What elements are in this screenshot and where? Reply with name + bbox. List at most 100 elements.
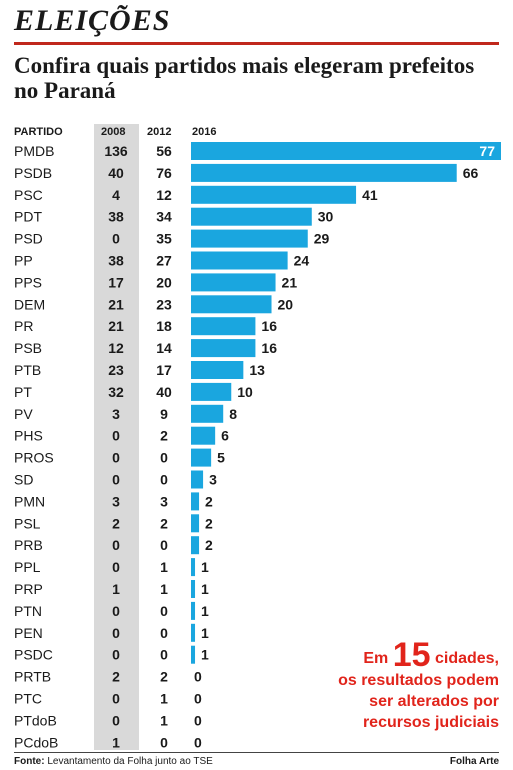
- data-label-2016-dem: 20: [278, 296, 294, 312]
- party-label-ptn: PTN: [14, 603, 42, 619]
- bar-2016-prb: [191, 536, 200, 555]
- value-2012-prp: 1: [160, 581, 168, 597]
- value-2008-pmdb: 136: [104, 143, 128, 159]
- party-label-dem: DEM: [14, 296, 45, 312]
- value-2008-pdt: 38: [108, 209, 124, 225]
- value-2012-psdc: 0: [160, 647, 168, 663]
- year-2012-header: 2012: [147, 126, 172, 138]
- data-label-2016-pp: 24: [294, 253, 310, 269]
- callout-suffix: cidades,: [434, 650, 499, 667]
- value-2008-psdb: 40: [108, 165, 124, 181]
- value-2012-ptc: 1: [160, 691, 168, 707]
- data-label-2016-pros: 5: [217, 450, 225, 466]
- data-label-2016-psc: 41: [362, 187, 378, 203]
- data-label-2016-prtb: 0: [194, 669, 202, 685]
- value-2008-psc: 4: [112, 187, 120, 203]
- value-2008-prtb: 2: [112, 669, 120, 685]
- section-kicker: ELEIÇÕES: [14, 4, 171, 37]
- bar-2016-psb: [191, 339, 256, 358]
- data-label-2016-pv: 8: [229, 406, 237, 422]
- bar-2016-dem: [191, 295, 272, 314]
- value-2012-sd: 0: [160, 472, 168, 488]
- value-2012-pcdob: 0: [160, 734, 168, 750]
- data-label-2016-phs: 6: [221, 428, 229, 444]
- value-2012-ptdob: 1: [160, 712, 168, 728]
- data-label-2016-sd: 3: [209, 472, 217, 488]
- party-label-pps: PPS: [14, 274, 42, 290]
- bar-2016-pp: [191, 251, 288, 270]
- party-label-psd: PSD: [14, 231, 43, 247]
- value-2012-dem: 23: [156, 296, 172, 312]
- bar-2016-sd: [191, 470, 204, 489]
- data-label-2016-pr: 16: [261, 318, 277, 334]
- bar-2016-ppl: [191, 558, 196, 577]
- value-2012-pr: 18: [156, 318, 172, 334]
- value-2012-pp: 27: [156, 253, 172, 269]
- data-label-2016-psdc: 1: [201, 647, 209, 663]
- party-label-pros: PROS: [14, 450, 54, 466]
- data-label-2016-pcdob: 0: [194, 734, 202, 750]
- header-rule: [14, 42, 499, 45]
- party-label-pt: PT: [14, 384, 32, 400]
- value-2012-prtb: 2: [160, 669, 168, 685]
- party-label-ptdob: PTdoB: [14, 712, 57, 728]
- callout-note: Em 15 cidades, os resultados podem ser a…: [249, 638, 499, 733]
- bar-2016-psd: [191, 229, 308, 248]
- value-2008-prb: 0: [112, 537, 120, 553]
- data-label-2016-pdt: 30: [318, 209, 334, 225]
- bar-2016-pt: [191, 382, 232, 401]
- value-2012-phs: 2: [160, 428, 168, 444]
- value-2012-pros: 0: [160, 450, 168, 466]
- value-2012-pmdb: 56: [156, 143, 172, 159]
- bar-2016-pmdb: [191, 142, 501, 160]
- data-label-2016-psl: 2: [205, 515, 213, 531]
- data-label-2016-ptdob: 0: [194, 712, 202, 728]
- footer-rule: [14, 752, 499, 753]
- value-2012-psl: 2: [160, 515, 168, 531]
- value-2008-sd: 0: [112, 472, 120, 488]
- bar-2016-pv: [191, 404, 224, 423]
- callout-prefix: Em: [363, 650, 389, 667]
- party-label-prb: PRB: [14, 537, 43, 553]
- party-column-header: PARTIDO: [14, 126, 63, 138]
- page-title: Confira quais partidos mais elegeram pre…: [14, 53, 475, 103]
- value-2008-prp: 1: [112, 581, 120, 597]
- bar-2016-pr: [191, 317, 256, 336]
- party-label-pdt: PDT: [14, 209, 42, 225]
- value-2012-pps: 20: [156, 274, 172, 290]
- party-label-sd: SD: [14, 472, 33, 488]
- value-2008-pt: 32: [108, 384, 124, 400]
- bar-2016-pps: [191, 273, 276, 292]
- party-label-pmn: PMN: [14, 493, 45, 509]
- value-2008-ptdob: 0: [112, 712, 120, 728]
- value-2008-pcdob: 1: [112, 734, 120, 750]
- value-2008-pmn: 3: [112, 493, 120, 509]
- callout-line-1: Em 15 cidades,: [249, 638, 499, 672]
- party-label-ppl: PPL: [14, 559, 41, 575]
- value-2008-ptn: 0: [112, 603, 120, 619]
- value-2008-psl: 2: [112, 515, 120, 531]
- data-label-2016-psdb: 66: [463, 165, 479, 181]
- bar-2016-pdt: [191, 207, 312, 226]
- callout-line-4: recursos judiciais: [362, 714, 499, 731]
- data-label-2016-pps: 21: [282, 274, 298, 290]
- bar-2016-psdb: [191, 163, 457, 182]
- party-label-prtb: PRTB: [14, 669, 51, 685]
- party-label-psdb: PSDB: [14, 165, 52, 181]
- party-label-prp: PRP: [14, 581, 43, 597]
- callout-number: 15: [392, 636, 431, 674]
- value-2008-pps: 17: [108, 274, 124, 290]
- bar-2016-pros: [191, 448, 212, 467]
- value-2008-ppl: 0: [112, 559, 120, 575]
- value-2008-dem: 21: [108, 296, 124, 312]
- source-label: Fonte:: [14, 756, 45, 767]
- party-label-ptc: PTC: [14, 691, 42, 707]
- data-label-2016-pmdb: 77: [479, 143, 495, 159]
- value-2012-pt: 40: [156, 384, 172, 400]
- data-label-2016-prp: 1: [201, 581, 209, 597]
- value-2012-pmn: 3: [160, 493, 168, 509]
- source-text: Levantamento da Folha junto ao TSE: [47, 756, 213, 767]
- data-label-2016-ptn: 1: [201, 603, 209, 619]
- party-label-psb: PSB: [14, 340, 42, 356]
- bar-2016-pen: [191, 623, 196, 642]
